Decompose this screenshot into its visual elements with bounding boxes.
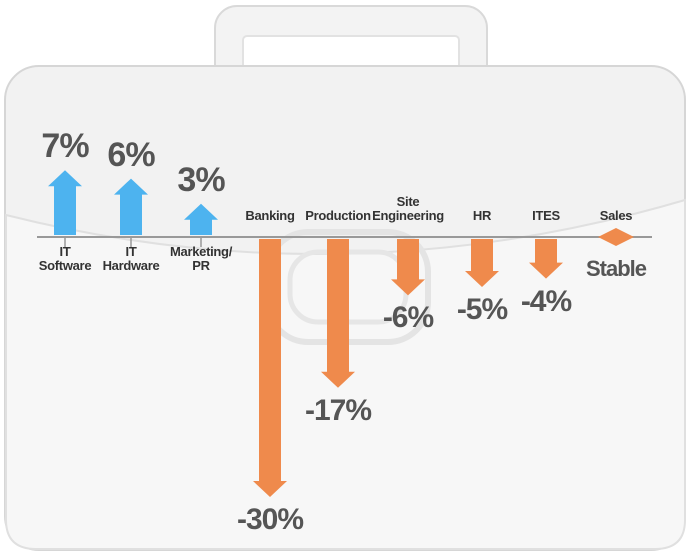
value-label: -5%: [457, 293, 507, 327]
category-label: HR: [473, 209, 491, 223]
category-label: Banking: [245, 209, 294, 223]
category-label: Site Engineering: [372, 195, 444, 223]
value-label: -30%: [237, 503, 303, 537]
chart: IT Software 7% IT Hardware 6% Marketing/ PR 3…: [0, 0, 691, 555]
value-label: -6%: [383, 301, 433, 335]
category-label: Sales: [600, 209, 632, 223]
value-label: 7%: [41, 127, 88, 166]
value-label: 3%: [177, 161, 224, 200]
value-label: -17%: [305, 394, 371, 428]
category-label: Production: [305, 209, 371, 223]
category-label: IT Software: [39, 245, 92, 273]
value-label: 6%: [107, 136, 154, 175]
value-label: Stable: [586, 256, 646, 282]
value-label: -4%: [521, 285, 571, 319]
category-label: ITES: [532, 209, 560, 223]
category-label: IT Hardware: [103, 245, 160, 273]
category-label: Marketing/ PR: [170, 245, 232, 273]
